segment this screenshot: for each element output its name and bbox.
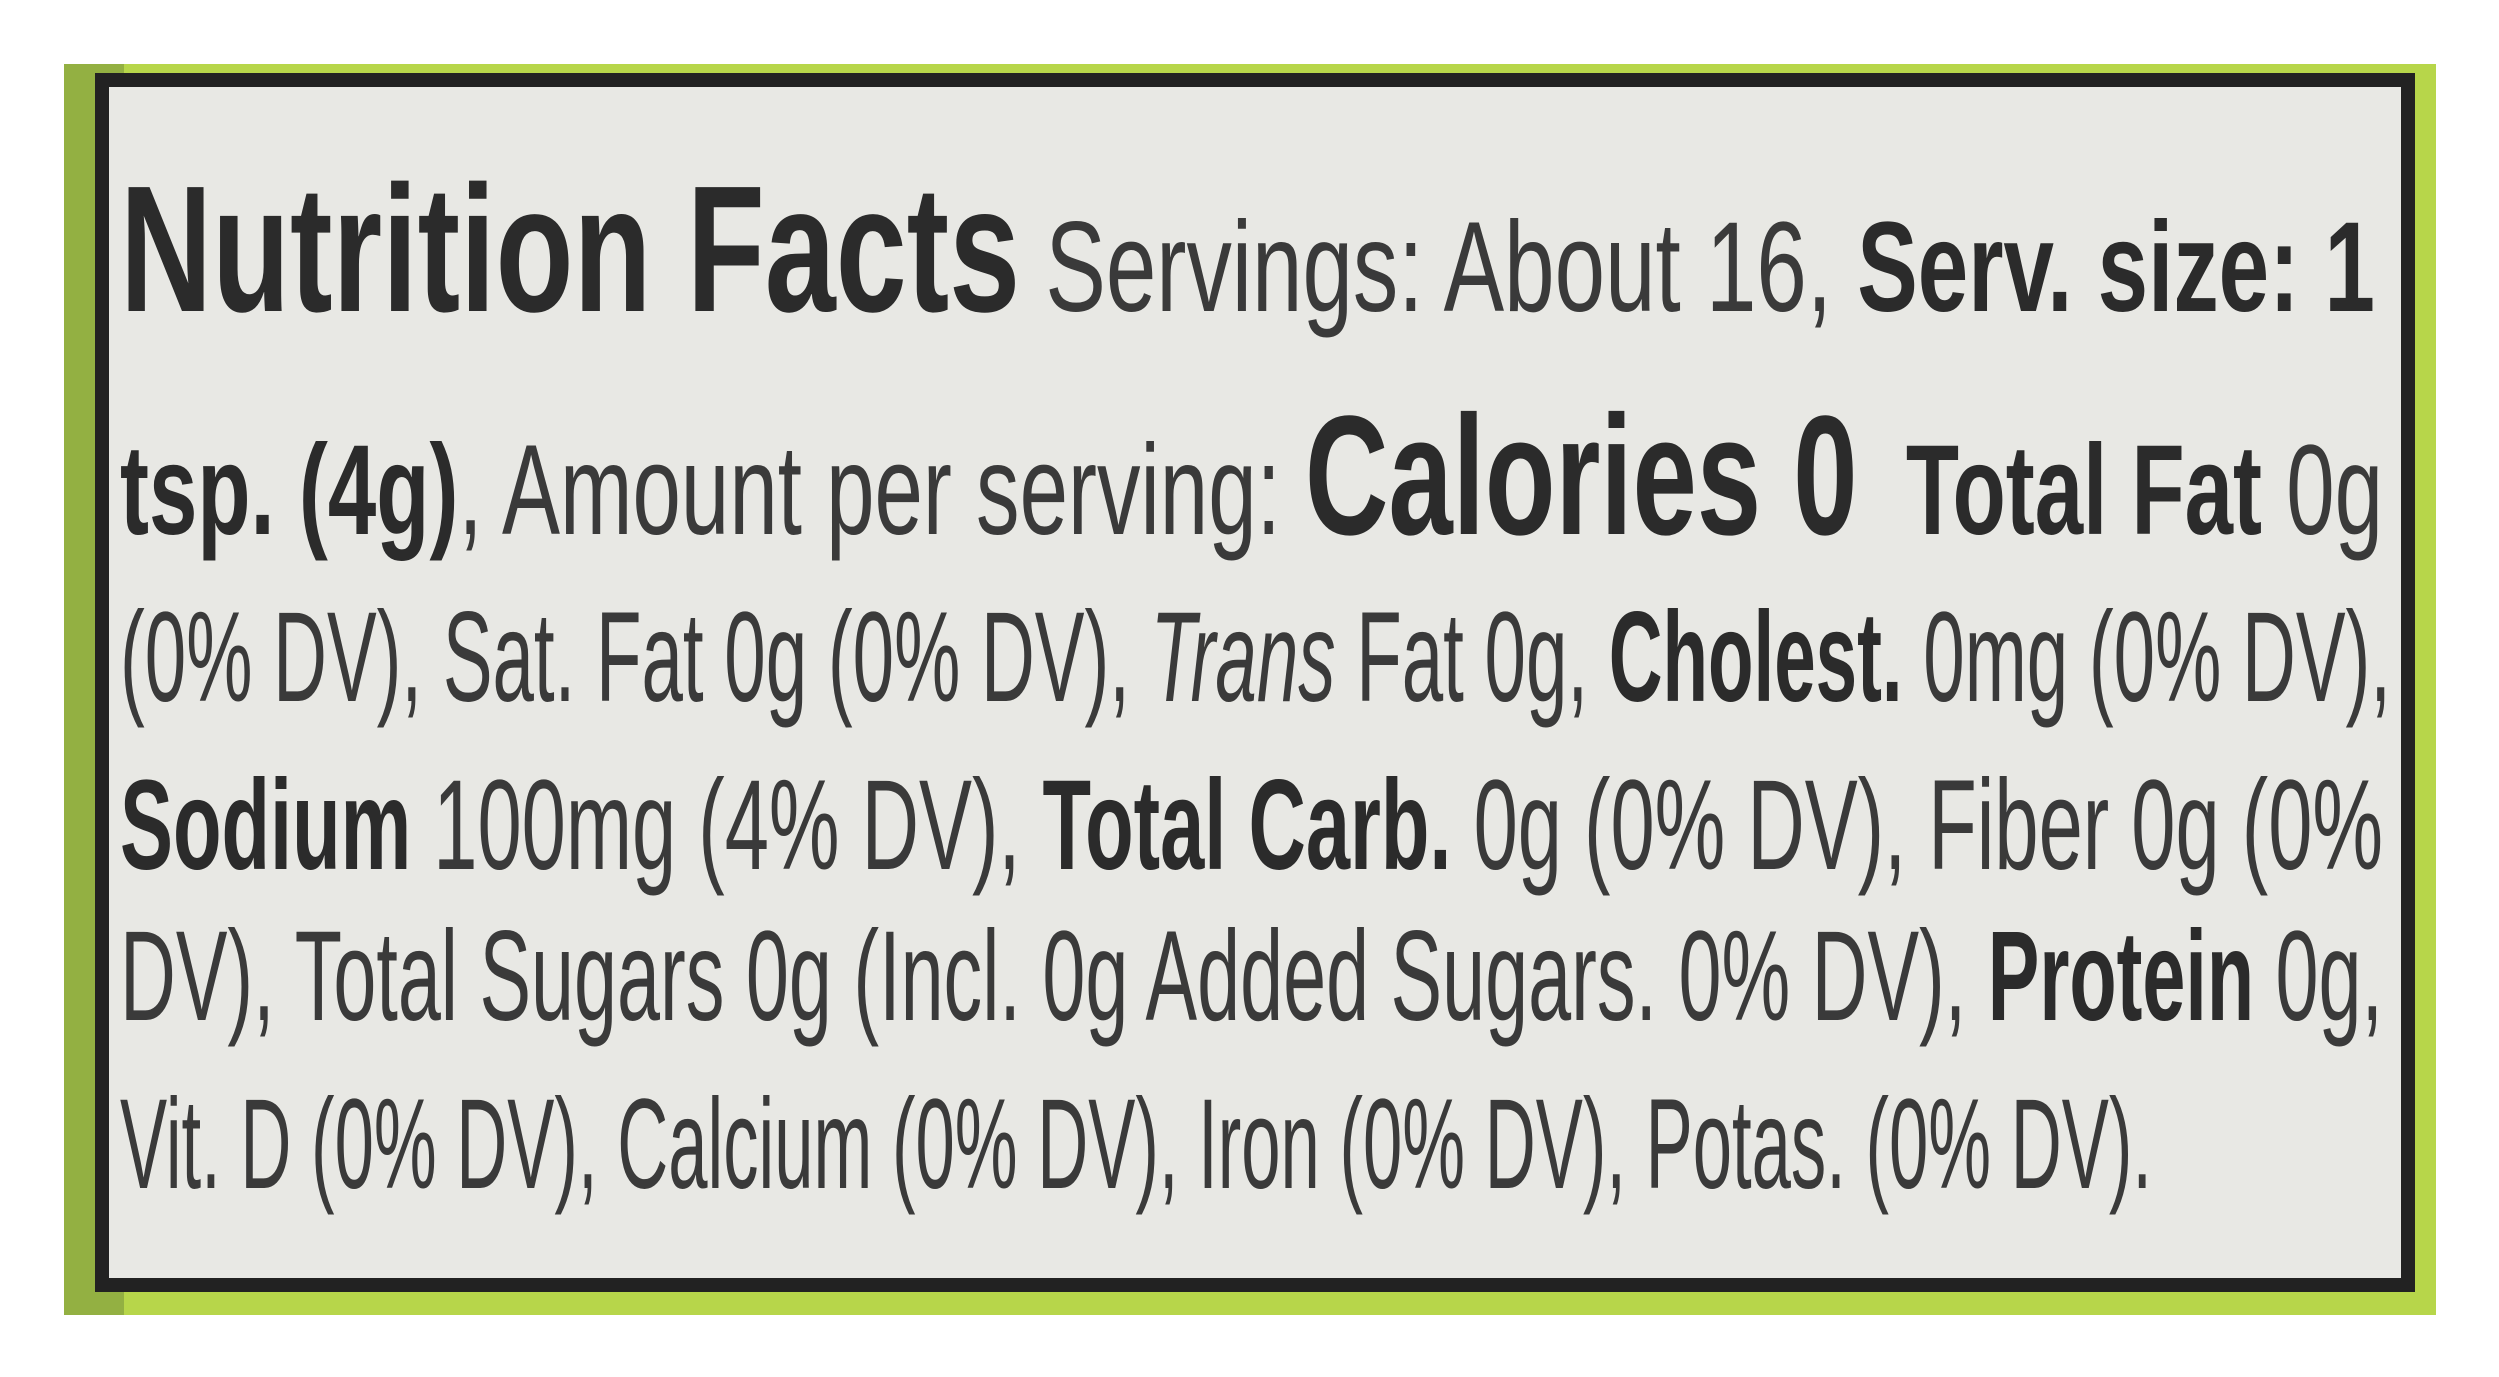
nutrition-panel: [95, 73, 2415, 1292]
label-segment: Calories 0: [1305, 381, 1858, 571]
label-segment: Serv. size: 1: [1857, 196, 2375, 339]
text-line: tsp. (4g), Amount per serving: Calories …: [120, 381, 2383, 571]
text-line: DV), Total Sugars 0g (Incl. 0g Added Sug…: [120, 905, 2383, 1048]
label-segment: DV), Total Sugars 0g (Incl. 0g Added Sug…: [120, 905, 1988, 1048]
label-segment: tsp. (4g): [120, 419, 458, 562]
label-segment: Total Carb.: [1043, 754, 1452, 897]
label-segment: Fat 0g,: [1336, 586, 1609, 729]
label-segment: 0g: [2262, 419, 2383, 562]
text-line: Vit. D (0% DV), Calcium (0% DV), Iron (0…: [120, 1073, 2152, 1216]
label-segment: , Amount per serving:: [458, 419, 1305, 562]
label-segment: Total Fat: [1858, 419, 2263, 562]
label-segment: Trans: [1151, 586, 1336, 729]
label-segment: 100mg (4% DV),: [411, 754, 1042, 897]
text-line: Sodium 100mg (4% DV), Total Carb. 0g (0%…: [120, 754, 2383, 897]
label-segment: 0g,: [2254, 905, 2383, 1048]
label-segment: Cholest.: [1609, 586, 1903, 729]
text-line: (0% DV), Sat. Fat 0g (0% DV), Trans Fat …: [120, 586, 2391, 729]
label-segment: 0g (0% DV), Fiber 0g (0%: [1452, 754, 2383, 897]
label-segment: Sodium: [120, 754, 411, 897]
label-segment: 0mg (0% DV),: [1903, 586, 2391, 729]
label-segment: Servings: About 16,: [1020, 196, 1857, 339]
nutrition-text: Nutrition Facts Servings: About 16, Serv…: [120, 149, 2391, 1216]
label-segment: Protein: [1988, 905, 2254, 1048]
label-segment: (0% DV), Sat. Fat 0g (0% DV),: [120, 586, 1151, 729]
label-segment: Vit. D (0% DV), Calcium (0% DV), Iron (0…: [120, 1073, 2152, 1216]
text-line: Nutrition Facts Servings: About 16, Serv…: [120, 149, 2375, 350]
label-segment: Nutrition Facts: [120, 149, 1020, 350]
